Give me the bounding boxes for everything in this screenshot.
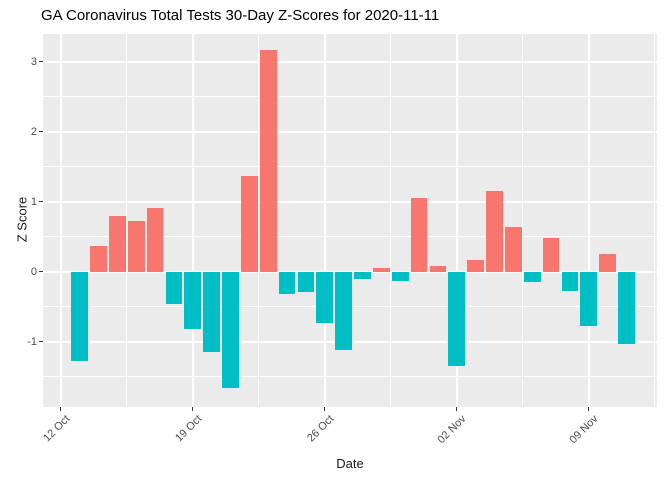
gridline-major-horizontal: [43, 60, 657, 63]
y-tick-label: 0: [30, 265, 37, 278]
y-tick-mark: [39, 131, 43, 133]
gridline-major-vertical: [59, 34, 62, 407]
bar: [354, 271, 371, 279]
bar: [165, 271, 183, 305]
bar: [146, 208, 164, 272]
chart-title: GA Coronavirus Total Tests 30-Day Z-Scor…: [41, 7, 440, 24]
gridline-minor-vertical: [126, 34, 128, 407]
x-tick-mark: [588, 407, 590, 411]
gridline-minor-horizontal: [43, 236, 657, 238]
x-tick-mark: [456, 407, 458, 411]
x-tick-mark: [60, 407, 62, 411]
gridline-major-vertical: [323, 34, 326, 407]
bar: [108, 215, 126, 272]
bar: [372, 268, 390, 272]
bar: [222, 271, 239, 389]
y-tick-mark: [39, 271, 43, 273]
bar: [467, 260, 484, 272]
x-tick-mark: [324, 407, 326, 411]
gridline-minor-vertical: [258, 34, 260, 407]
bar: [429, 265, 447, 272]
x-axis-title: Date: [336, 456, 364, 471]
gridline-major-horizontal: [43, 200, 657, 203]
bar: [448, 271, 466, 366]
y-tick-label: 2: [30, 125, 37, 138]
x-tick-mark: [192, 407, 194, 411]
y-tick-label: 1: [30, 195, 37, 208]
gridline-minor-vertical: [390, 34, 392, 407]
bar: [391, 271, 409, 282]
y-tick-label: 3: [30, 55, 37, 68]
y-tick-mark: [39, 61, 43, 63]
bar: [297, 271, 315, 292]
gridline-minor-horizontal: [43, 166, 657, 168]
bar: [618, 271, 635, 344]
gridline-major-vertical: [455, 34, 458, 407]
plot-panel: [43, 34, 657, 407]
gridline-minor-vertical: [522, 34, 524, 407]
bar: [486, 190, 503, 272]
bar: [127, 220, 145, 272]
gridline-minor-vertical: [654, 34, 656, 407]
y-tick-mark: [39, 341, 43, 343]
gridline-minor-horizontal: [43, 376, 657, 378]
bar: [542, 238, 560, 272]
bar: [71, 271, 88, 361]
bar: [184, 271, 202, 329]
bar: [90, 246, 107, 272]
bar: [259, 50, 277, 272]
bar: [504, 227, 522, 272]
bar: [599, 253, 616, 272]
bar: [561, 271, 579, 291]
y-tick-label: -1: [27, 335, 37, 348]
gridline-major-vertical: [191, 34, 194, 407]
gridline-major-vertical: [587, 34, 590, 407]
bar: [523, 271, 541, 282]
y-tick-mark: [39, 201, 43, 203]
bar: [278, 271, 296, 295]
bar: [203, 271, 220, 353]
bar: [335, 271, 352, 350]
y-axis-title: Z Score: [14, 196, 30, 243]
bar: [410, 197, 428, 272]
gridline-major-horizontal: [43, 130, 657, 133]
gridline-minor-horizontal: [43, 96, 657, 98]
bar: [316, 271, 334, 323]
bar: [240, 176, 258, 272]
bar: [580, 271, 598, 326]
